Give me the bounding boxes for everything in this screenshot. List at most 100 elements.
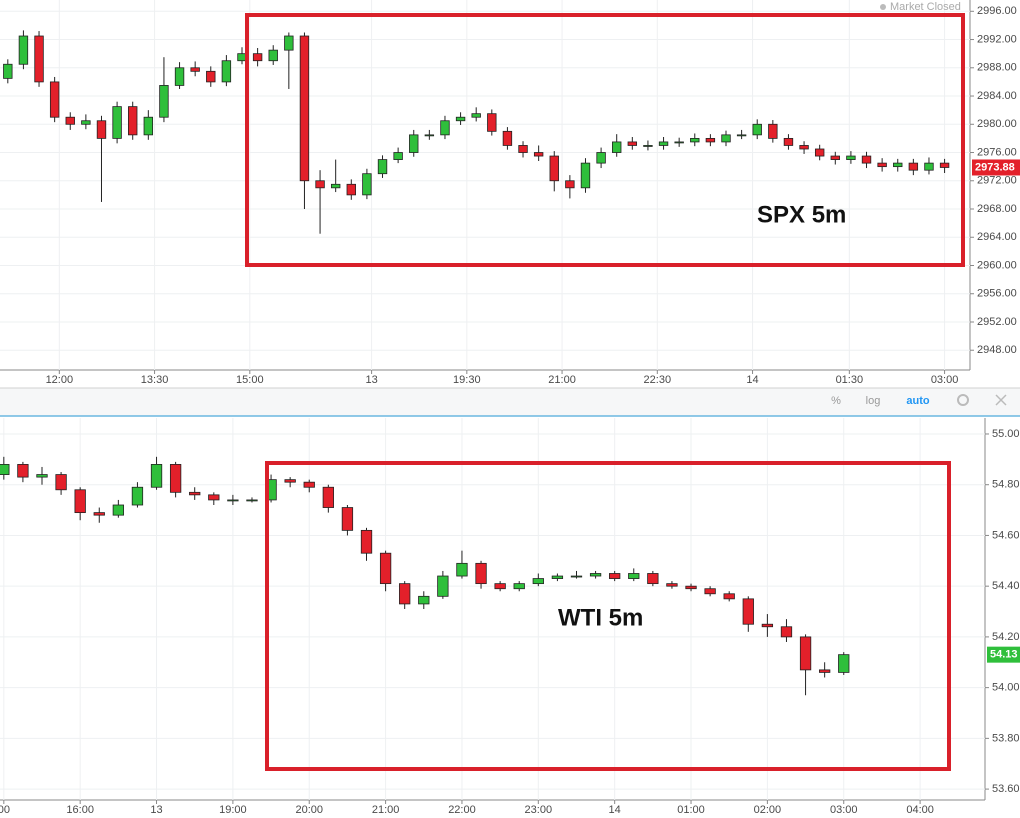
candle-body xyxy=(93,512,105,516)
toolbar-button[interactable]: % xyxy=(831,395,841,407)
y-tick-label: 53.60 xyxy=(992,783,1020,795)
candle-body xyxy=(814,148,825,157)
candle-body xyxy=(18,35,29,65)
candle-body xyxy=(284,479,296,483)
candle-body xyxy=(208,494,220,501)
x-tick-label: 22:00 xyxy=(448,804,476,816)
candle-body xyxy=(647,573,659,585)
candle-body xyxy=(819,669,831,673)
y-tick-label: 54.80 xyxy=(992,479,1020,491)
x-tick-label: 14 xyxy=(746,374,758,386)
candle-body xyxy=(783,137,794,146)
candle-body xyxy=(565,180,575,189)
toolbar-button[interactable]: log xyxy=(866,395,881,407)
x-tick-label: 15:00 xyxy=(236,374,264,386)
candle-body xyxy=(315,180,325,189)
y-tick-label: 2960.00 xyxy=(977,259,1017,271)
candle-body xyxy=(206,70,216,83)
y-tick-label: 54.00 xyxy=(992,682,1020,694)
candle-body xyxy=(502,130,513,146)
x-tick-label: 20:00 xyxy=(295,804,323,816)
candle-body xyxy=(877,162,887,168)
candle-body xyxy=(303,481,315,488)
candle-body xyxy=(65,116,75,125)
x-tick-label: 19:00 xyxy=(219,804,247,816)
candle-body xyxy=(455,116,466,122)
candle-body xyxy=(533,152,544,157)
candle-body xyxy=(551,575,564,579)
annotation: WTI 5m xyxy=(558,604,643,631)
candle-body xyxy=(627,141,638,146)
x-tick-label: 13:30 xyxy=(141,374,169,386)
candle-body xyxy=(440,120,450,136)
last-price-label: 2973.88 xyxy=(975,161,1015,173)
candle-body xyxy=(518,145,528,153)
candle-body xyxy=(393,152,403,160)
candle-body xyxy=(674,141,684,144)
candle-body xyxy=(190,67,200,72)
y-tick-label: 2992.00 xyxy=(977,33,1017,45)
candle-body xyxy=(0,464,10,475)
candle-body xyxy=(761,623,774,628)
candle-body xyxy=(112,504,125,516)
candle-body xyxy=(96,120,107,139)
y-tick-label: 53.80 xyxy=(992,732,1020,744)
x-tick-label: 04:00 xyxy=(906,804,934,816)
candle-body xyxy=(174,67,185,86)
candle-body xyxy=(799,636,812,671)
candle-body xyxy=(227,499,239,502)
candle-body xyxy=(830,155,840,160)
candle-body xyxy=(246,499,258,502)
last-price-label: 54.13 xyxy=(990,649,1018,661)
x-tick-label: 21:00 xyxy=(372,804,400,816)
candle-body xyxy=(159,85,169,118)
candle-body xyxy=(768,123,778,139)
y-tick-label: 54.20 xyxy=(992,631,1020,643)
annotation: SPX 5m xyxy=(757,201,846,228)
fullscreen-icon[interactable] xyxy=(995,394,1007,406)
candle-body xyxy=(939,162,950,168)
x-tick-label: 13 xyxy=(365,374,377,386)
candle-body xyxy=(346,183,356,196)
candle-body xyxy=(609,573,621,579)
x-tick-label: 22:30 xyxy=(644,374,672,386)
candle-body xyxy=(341,507,354,531)
candle-body xyxy=(409,134,419,153)
candle-body xyxy=(471,113,481,118)
x-tick-label: 13 xyxy=(150,804,162,816)
candle-body xyxy=(36,474,48,478)
candle-body xyxy=(299,35,310,182)
x-tick-label: 14 xyxy=(609,804,621,816)
y-tick-label: 2968.00 xyxy=(977,203,1017,215)
candle-body xyxy=(377,159,388,175)
toolbar-button[interactable]: auto xyxy=(906,395,930,407)
candle-body xyxy=(589,573,602,577)
candle-body xyxy=(513,583,525,590)
x-tick-label: 01:00 xyxy=(677,804,705,816)
settings-icon[interactable] xyxy=(957,394,969,406)
candle-body xyxy=(549,155,559,182)
candle-body xyxy=(570,575,583,578)
market-status: Market Closed xyxy=(890,1,961,13)
candle-body xyxy=(189,491,201,496)
candle-body xyxy=(360,529,373,554)
y-tick-label: 55.00 xyxy=(992,428,1020,440)
candle-body xyxy=(736,134,747,137)
candle-body xyxy=(596,152,606,164)
x-tick-label: 01:30 xyxy=(836,374,864,386)
toolbar-band xyxy=(0,388,1020,416)
candle-body xyxy=(143,116,154,136)
x-tick-label: 19:30 xyxy=(453,374,481,386)
x-tick-label: 16:00 xyxy=(66,804,94,816)
candle-body xyxy=(128,106,138,136)
candle-body xyxy=(131,486,144,506)
candle-body xyxy=(74,489,86,514)
candle-body xyxy=(628,573,640,579)
candle-body xyxy=(690,137,700,143)
status-dot xyxy=(880,4,886,10)
candle-body xyxy=(908,162,919,171)
y-tick-label: 2948.00 xyxy=(977,344,1017,356)
y-tick-label: 2976.00 xyxy=(977,146,1017,158)
candle-body xyxy=(424,134,435,137)
